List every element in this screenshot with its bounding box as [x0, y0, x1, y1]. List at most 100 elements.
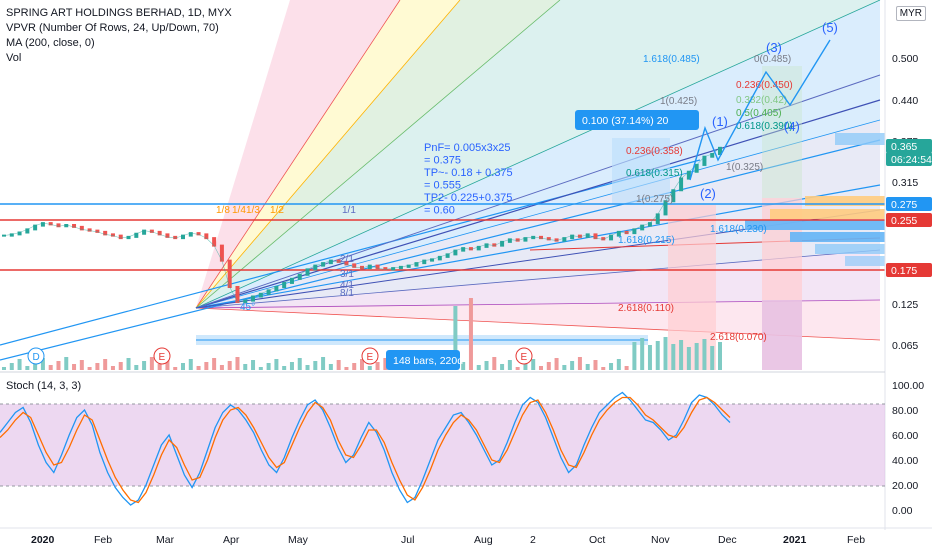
indicator-vol[interactable]: Vol [6, 52, 22, 64]
volume-bar [336, 360, 341, 370]
stoch-title[interactable]: Stoch (14, 3, 3) [6, 380, 82, 392]
volume-bar [609, 363, 614, 370]
candle [360, 265, 364, 270]
candle [570, 234, 575, 240]
candle [445, 253, 450, 258]
horizontal-levels[interactable] [0, 203, 885, 271]
event-marker-label: E [521, 352, 528, 363]
volume-bar [251, 360, 256, 370]
candle [694, 163, 699, 173]
indicator-vpvr[interactable]: VPVR (Number Of Rows, 24, Up/Down, 70) [6, 22, 219, 34]
candle [616, 230, 621, 237]
time-tick-label: Oct [589, 534, 605, 546]
stoch-tick-label: 40.00 [892, 455, 918, 467]
candle [305, 268, 310, 276]
fib-level-label: 2.618(0.070) [710, 332, 767, 343]
candle [79, 225, 84, 231]
candle [391, 267, 396, 271]
indicator-ma[interactable]: MA (200, close, 0) [6, 37, 95, 49]
candle [500, 240, 505, 247]
candle [484, 243, 489, 248]
volume-bar [585, 364, 590, 370]
candle [103, 230, 108, 236]
candle [375, 264, 380, 270]
fib-level-label: 1(0.325) [726, 162, 763, 173]
fib-level-label: 0.618(0.390) [736, 121, 793, 132]
candle [126, 235, 131, 240]
time-axis[interactable]: 2020 Feb Mar Apr May Jul Aug 2 Oct Nov Dec 2021 Feb [31, 534, 865, 546]
volume-bar [601, 367, 606, 370]
elliott-wave-label: (1) [712, 114, 728, 129]
range-badge-bg [386, 350, 460, 370]
gann-label: 1/8 [216, 205, 230, 216]
fib-level-label: 0.382(0.42) [736, 95, 787, 106]
gann-label: 1/4 [232, 205, 246, 216]
volume-bar [17, 359, 22, 370]
event-marker-label: E [367, 352, 374, 363]
elliott-wave-label: (5) [822, 20, 838, 35]
candle [352, 263, 357, 268]
gann-label: 1/3 [246, 205, 260, 216]
candle [468, 247, 473, 251]
fib-level-label: 2.618(0.110) [618, 303, 674, 314]
fib-level-label: 0.236(0.450) [736, 80, 793, 91]
event-marker [361, 347, 379, 365]
candle [321, 262, 326, 267]
time-tick-label: Dec [718, 534, 737, 546]
event-marker [153, 347, 171, 365]
volume-bar [702, 339, 707, 370]
volume-bar [344, 367, 349, 370]
stoch-legend[interactable]: Stoch (14, 3, 3) [6, 379, 81, 394]
candle [173, 235, 178, 240]
measure-badge-bg [575, 110, 699, 130]
time-tick-label: May [288, 534, 309, 546]
candle [515, 238, 520, 242]
candle [235, 286, 240, 303]
candle [624, 230, 629, 235]
stoch-axis[interactable]: 100.00 80.00 60.00 40.00 20.00 0.00 [892, 380, 924, 517]
volume-bar [72, 364, 77, 370]
volume-bar [624, 366, 629, 370]
candle [718, 146, 722, 155]
candle [585, 233, 590, 238]
candle [274, 286, 279, 292]
volume-bar [647, 345, 652, 370]
volume-bar [118, 362, 123, 370]
stoch-tick-label: 100.00 [892, 380, 924, 392]
gann-label: 45° [240, 302, 255, 313]
candle [56, 223, 61, 228]
stoch-line [0, 396, 731, 504]
candle [336, 259, 341, 263]
symbol-title[interactable]: SPRING ART HOLDINGS BERHAD, 1D, MYX [6, 7, 232, 19]
candle [188, 232, 193, 237]
fib-level-label: 0.5(0.405) [736, 108, 782, 119]
currency-label[interactable]: MYR [895, 6, 926, 21]
volume-bar [258, 367, 263, 370]
candle [219, 244, 224, 262]
volume-bar [25, 366, 30, 370]
volume-bar [539, 366, 543, 370]
gann-label: 3/1 [340, 269, 354, 280]
elliott-wave-label: (2) [700, 186, 716, 201]
candle [204, 233, 209, 240]
annotations: 1.618(0.485) 0(0.485) 0.236(0.450) 0.382(0.… [27, 20, 838, 370]
candle [663, 200, 668, 216]
candle [313, 264, 318, 271]
volume-bar [227, 361, 232, 370]
pnf-note-line: = 0.60 [424, 205, 455, 217]
stoch-tick-label: 80.00 [892, 405, 918, 417]
volume-bar [282, 366, 287, 370]
volume-bar [383, 358, 388, 370]
volume-bar [165, 360, 170, 370]
gann-label: 2/1 [340, 254, 354, 265]
volume-bar [110, 366, 115, 370]
time-tick-label: Mar [156, 534, 175, 546]
measure-badge-label: 0.100 (37.14%) 20 [582, 115, 669, 127]
fib-level-label: 1(0.425) [660, 96, 697, 107]
volume-bar [56, 361, 61, 370]
candle [406, 264, 411, 268]
candle [492, 243, 497, 247]
chart-legend: SPRING ART HOLDINGS BERHAD, 1D, MYX VPVR… [6, 6, 232, 66]
price-badge [886, 152, 932, 166]
